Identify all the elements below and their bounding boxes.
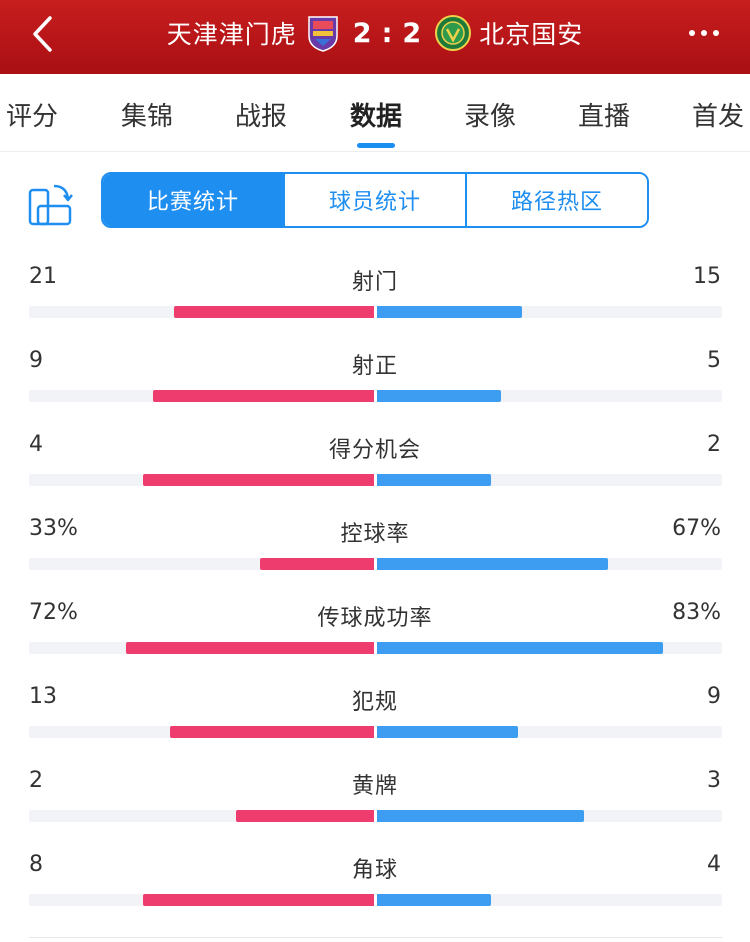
home-stat-bar (143, 474, 374, 486)
home-stat-value: 21 (29, 264, 57, 289)
away-stat-value: 9 (707, 684, 721, 709)
chevron-left-icon (33, 16, 52, 52)
stat-row: 33% 控球率 67% (0, 492, 750, 576)
more-dot-icon (689, 30, 695, 36)
home-stat-bar (126, 642, 374, 654)
home-stat-track (29, 726, 374, 738)
score-separator: : (381, 17, 395, 49)
stat-label: 角球 (351, 858, 398, 883)
home-stat-value: 33% (29, 516, 78, 541)
home-stat-value: 9 (29, 348, 43, 373)
home-stat-value: 4 (29, 432, 43, 457)
home-team-name: 天津津门虎 (166, 20, 297, 49)
away-stat-value: 67% (672, 516, 721, 541)
more-button[interactable] (682, 16, 726, 50)
home-stat-track (29, 558, 374, 570)
tab-rating[interactable]: 评分 (5, 102, 59, 132)
score-line: 天津津门虎 2 : 2 北京国安 (0, 0, 750, 66)
away-score: 2 (402, 17, 424, 49)
home-stat-value: 8 (29, 852, 43, 877)
away-stat-bar (377, 390, 501, 402)
away-stat-track (377, 894, 722, 906)
away-stat-value: 2 (707, 432, 721, 457)
away-stat-track (377, 810, 722, 822)
away-stat-bar (377, 810, 584, 822)
home-stat-value: 2 (29, 768, 43, 793)
active-tab-indicator (357, 143, 395, 148)
stat-row: 21 射门 15 (0, 240, 750, 324)
tab-live[interactable]: 直播 (577, 102, 631, 132)
home-stat-track (29, 390, 374, 402)
home-stat-bar (143, 894, 374, 906)
away-team-name: 北京国安 (479, 20, 584, 49)
away-stat-bar (377, 306, 522, 318)
stat-row: 8 角球 4 (0, 828, 750, 912)
tab-report[interactable]: 战报 (234, 102, 288, 132)
tab-lineup[interactable]: 首发 (691, 102, 745, 132)
away-stat-bar (377, 474, 491, 486)
home-stat-track (29, 810, 374, 822)
away-stat-track (377, 474, 722, 486)
stat-label: 射门 (351, 270, 398, 295)
rotate-screen-button[interactable] (26, 178, 76, 228)
away-stat-value: 3 (707, 768, 721, 793)
divider (29, 937, 722, 938)
away-stat-bar (377, 894, 491, 906)
away-team-badge-icon (435, 14, 472, 52)
stat-label: 射正 (351, 354, 398, 379)
away-stat-value: 83% (672, 600, 721, 625)
more-dot-icon (713, 30, 719, 36)
back-button[interactable] (22, 14, 62, 54)
stat-row: 13 犯规 9 (0, 660, 750, 744)
tab-data[interactable]: 数据 (349, 102, 403, 132)
stat-row: 72% 传球成功率 83% (0, 576, 750, 660)
home-stat-bar (236, 810, 374, 822)
away-stat-track (377, 726, 722, 738)
away-stat-value: 4 (707, 852, 721, 877)
away-stat-track (377, 306, 722, 318)
home-stat-value: 13 (29, 684, 57, 709)
match-tabs: 评分 集锦 战报 数据 录像 直播 首发 (0, 74, 750, 152)
away-stat-track (377, 390, 722, 402)
home-stat-track (29, 474, 374, 486)
stat-row: 2 黄牌 3 (0, 744, 750, 828)
home-stat-bar (170, 726, 374, 738)
away-stat-bar (377, 726, 518, 738)
away-stat-track (377, 558, 722, 570)
tab-replay[interactable]: 录像 (463, 102, 517, 132)
away-stat-track (377, 642, 722, 654)
home-stat-track (29, 642, 374, 654)
more-dot-icon (701, 30, 707, 36)
away-stat-bar (377, 558, 608, 570)
home-stat-track (29, 306, 374, 318)
stat-label: 控球率 (340, 522, 410, 547)
stat-row: 4 得分机会 2 (0, 408, 750, 492)
segment-match-stats[interactable]: 比赛统计 (103, 174, 283, 226)
rotate-screen-icon (28, 184, 73, 226)
stat-label: 黄牌 (351, 774, 398, 799)
segment-player-stats[interactable]: 球员统计 (283, 174, 465, 226)
segment-heatmap[interactable]: 路径热区 (465, 174, 647, 226)
away-stat-value: 15 (693, 264, 721, 289)
stats-subbar: 比赛统计 球员统计 路径热区 (0, 172, 750, 232)
tab-highlights[interactable]: 集锦 (120, 102, 174, 132)
stat-row: 9 射正 5 (0, 324, 750, 408)
stats-segment-control: 比赛统计 球员统计 路径热区 (101, 172, 649, 228)
home-stat-track (29, 894, 374, 906)
home-stat-bar (260, 558, 374, 570)
home-stat-value: 72% (29, 600, 78, 625)
away-stat-bar (377, 642, 663, 654)
stat-label: 犯规 (351, 690, 398, 715)
stat-label: 传球成功率 (317, 606, 433, 631)
home-score: 2 (352, 17, 374, 49)
away-stat-value: 5 (707, 348, 721, 373)
stat-label: 得分机会 (328, 438, 421, 463)
home-team-badge-icon (305, 14, 341, 52)
match-header: 天津津门虎 2 : 2 北京国安 (0, 0, 750, 74)
home-stat-bar (153, 390, 374, 402)
home-stat-bar (174, 306, 374, 318)
